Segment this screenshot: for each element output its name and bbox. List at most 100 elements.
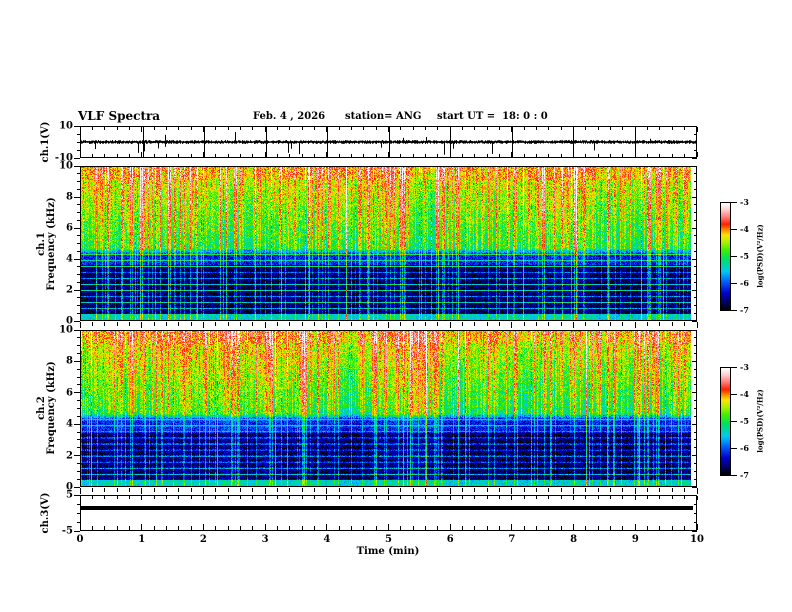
x-tick	[400, 154, 402, 157]
x-tick	[104, 154, 106, 157]
colorbar-tick	[731, 255, 737, 257]
x-tick	[696, 524, 698, 530]
x-tick	[301, 154, 303, 157]
y-tick	[694, 204, 697, 206]
y-tick-label: 6	[66, 222, 73, 234]
x-tick	[202, 127, 204, 132]
y-tick	[694, 188, 697, 190]
x-tick	[548, 154, 550, 157]
x-tick	[622, 526, 624, 530]
x-tick	[141, 322, 143, 328]
x-tick	[597, 526, 599, 530]
x-tick	[276, 496, 278, 499]
x-tick	[437, 322, 439, 326]
x-tick	[684, 496, 686, 499]
ch2-spectrogram-ylabel: ch.2 Frequency (kHz)	[36, 361, 57, 454]
y-tick-label: 8	[66, 355, 73, 367]
x-tick	[128, 154, 130, 157]
x-tick	[215, 322, 217, 326]
x-tick	[153, 154, 155, 157]
x-tick	[388, 496, 389, 500]
x-tick	[412, 488, 414, 492]
x-tick	[499, 154, 501, 157]
y-tick	[692, 258, 697, 260]
x-tick	[536, 322, 538, 326]
x-tick	[338, 154, 340, 157]
x-tick	[684, 127, 686, 130]
x-tick	[560, 526, 562, 530]
y-tick	[76, 312, 80, 314]
y-tick	[694, 266, 697, 268]
x-tick	[523, 127, 525, 130]
x-tick	[388, 524, 389, 530]
x-tick-label: 6	[446, 534, 454, 545]
y-tick	[76, 305, 80, 306]
x-tick	[178, 154, 180, 157]
x-tick	[659, 154, 661, 157]
colorbar-tick-label: -3	[740, 362, 749, 372]
x-tick	[684, 526, 686, 530]
y-tick	[74, 227, 80, 229]
y-tick-label: 6	[66, 387, 73, 399]
x-tick	[499, 488, 501, 492]
y-tick	[694, 243, 697, 244]
y-tick	[692, 289, 697, 291]
x-tick	[388, 322, 389, 328]
x-tick	[363, 488, 365, 492]
x-tick	[128, 496, 130, 499]
x-tick	[338, 526, 340, 530]
x-tick	[239, 154, 241, 157]
y-tick	[694, 297, 697, 299]
x-tick	[548, 496, 550, 499]
x-tick	[190, 526, 192, 530]
y-tick	[76, 281, 80, 283]
x-tick	[227, 488, 229, 492]
y-tick	[76, 274, 80, 275]
x-tick	[634, 322, 636, 328]
x-tick	[573, 322, 575, 328]
x-tick	[474, 526, 476, 530]
y-tick	[76, 243, 80, 244]
x-tick	[239, 322, 241, 326]
x-tick	[301, 322, 303, 326]
x-tick	[116, 154, 118, 157]
x-tick	[91, 154, 93, 157]
x-tick	[326, 322, 328, 328]
y-tick-label: 0	[66, 315, 73, 327]
x-tick	[622, 154, 624, 157]
y-tick	[694, 212, 697, 213]
x-tick	[165, 488, 167, 492]
x-tick	[289, 488, 291, 492]
y-tick	[74, 423, 80, 425]
x-tick	[486, 496, 488, 499]
x-tick	[215, 496, 217, 499]
x-tick	[400, 496, 402, 499]
x-tick	[375, 488, 377, 492]
x-tick	[289, 127, 291, 130]
x-tick-label: 4	[323, 534, 331, 545]
x-tick	[437, 488, 439, 492]
y-tick	[694, 274, 697, 275]
x-tick	[276, 127, 278, 130]
x-tick	[659, 496, 661, 499]
x-tick	[165, 154, 167, 157]
x-tick	[252, 322, 254, 326]
x-tick	[659, 488, 661, 492]
x-tick	[190, 127, 192, 130]
x-tick	[388, 488, 389, 494]
x-tick	[128, 127, 130, 130]
y-tick	[694, 250, 697, 252]
y-tick	[76, 521, 80, 523]
x-tick	[634, 496, 636, 500]
x-tick	[190, 488, 192, 492]
y-tick	[74, 360, 80, 362]
x-tick	[116, 526, 118, 530]
x-tick	[276, 488, 278, 492]
y-tick	[692, 125, 697, 127]
x-tick	[252, 526, 254, 530]
x-tick-label: 10	[690, 534, 704, 545]
x-tick	[227, 154, 229, 157]
x-tick	[375, 496, 377, 499]
y-tick	[692, 423, 697, 425]
y-tick	[694, 521, 697, 523]
